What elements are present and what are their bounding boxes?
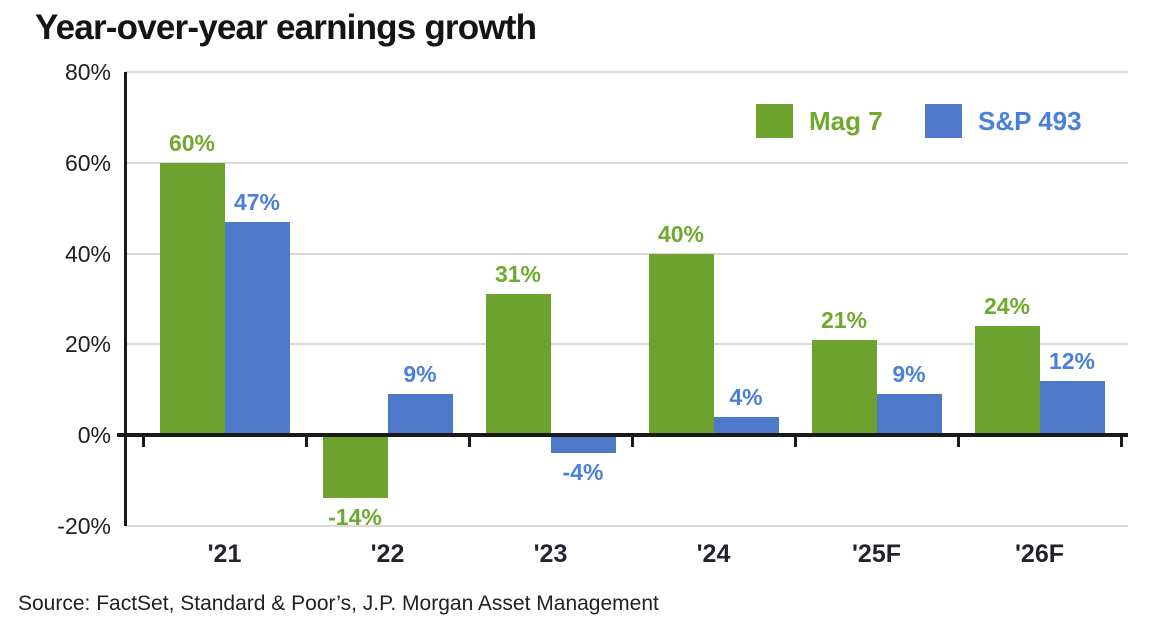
x-axis-label-22: '22	[370, 540, 405, 568]
x-axis-tick-0	[141, 437, 145, 447]
value-label-sp493-23: -4%	[562, 459, 604, 486]
y-tick-label-60: 60%	[64, 150, 111, 177]
x-axis-tick-5	[956, 437, 960, 447]
chart-title: Year-over-year earnings growth	[35, 8, 537, 47]
bar-mag7-23	[485, 294, 551, 435]
y-tick-label-40: 40%	[64, 240, 111, 267]
source-note: Source: FactSet, Standard & Poor’s, J.P.…	[18, 592, 659, 615]
x-axis-tick-6	[1119, 437, 1123, 447]
legend-swatch-sp493	[925, 104, 962, 138]
bar-mag7-26F	[974, 326, 1040, 435]
x-axis-label-21: '21	[207, 540, 242, 568]
value-label-mag7-23: 31%	[494, 261, 542, 288]
y-tick-label-20: 20%	[64, 331, 111, 358]
bar-sp493-26F	[1039, 380, 1105, 435]
legend: Mag 7 S&P 493	[0, 104, 1149, 144]
gridline--20	[125, 524, 1128, 527]
value-label-mag7-22: -14%	[328, 504, 382, 531]
y-tick-label-80: 80%	[64, 59, 111, 86]
gridline-40	[125, 252, 1128, 255]
legend-label-sp493: S&P 493	[978, 105, 1082, 136]
y-axis-line	[123, 72, 127, 526]
legend-item-mag7: Mag 7	[756, 104, 883, 138]
value-label-sp493-24: 4%	[729, 383, 763, 410]
bar-sp493-24	[713, 416, 779, 435]
value-label-mag7-21: 60%	[168, 130, 216, 157]
legend-label-mag7: Mag 7	[809, 105, 883, 136]
bar-sp493-25F	[876, 394, 942, 435]
value-label-mag7-26F: 24%	[983, 293, 1031, 320]
x-axis-tick-4	[793, 437, 797, 447]
value-label-sp493-25F: 9%	[892, 361, 926, 388]
x-axis-tick-1	[304, 437, 308, 447]
x-axis-label-25F: '25F	[851, 540, 902, 568]
value-label-mag7-25F: 21%	[820, 306, 868, 333]
x-axis-tick-3	[630, 437, 634, 447]
value-label-sp493-26F: 12%	[1048, 347, 1096, 374]
gridline-80	[125, 71, 1128, 74]
x-axis-label-24: '24	[696, 540, 731, 568]
gridline-20	[125, 343, 1128, 346]
y-tick-label-0: 0%	[77, 422, 111, 448]
bar-sp493-21	[224, 221, 290, 435]
x-axis-tick-2	[467, 437, 471, 447]
x-axis-label-23: '23	[533, 540, 568, 568]
value-label-sp493-21: 47%	[233, 188, 281, 215]
x-axis-zero-line	[117, 433, 1128, 437]
value-label-sp493-22: 9%	[403, 361, 437, 388]
legend-swatch-mag7	[756, 104, 793, 138]
value-label-mag7-24: 40%	[657, 220, 705, 247]
y-tick-label--20: -20%	[57, 512, 111, 539]
bar-mag7-21	[159, 163, 225, 435]
legend-item-sp493: S&P 493	[925, 104, 1082, 138]
bar-mag7-24	[648, 253, 714, 435]
bar-mag7-25F	[811, 339, 877, 435]
bar-sp493-22	[387, 394, 453, 435]
gridline-60	[125, 162, 1128, 165]
x-axis-label-26F: '26F	[1014, 540, 1065, 568]
bar-sp493-23	[550, 437, 616, 454]
bar-mag7-22	[322, 437, 388, 499]
